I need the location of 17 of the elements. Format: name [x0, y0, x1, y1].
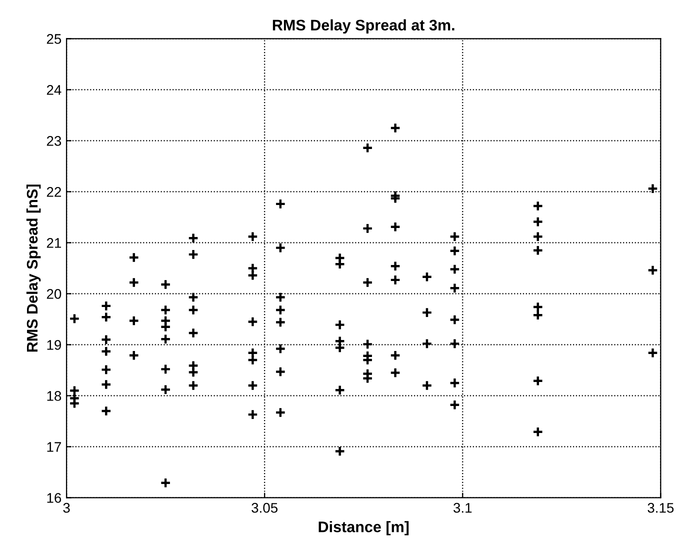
- y-tick-label: 18: [47, 391, 62, 401]
- y-tick-label: 24: [46, 85, 62, 95]
- x-axis-title: Distance [m]: [318, 521, 409, 536]
- y-tick-label: 20: [46, 289, 62, 299]
- y-tick-label: 22: [46, 187, 61, 197]
- y-tick-label: 23: [46, 136, 62, 146]
- chart-title: RMS Delay Spread at 3m.: [272, 19, 454, 34]
- y-tick-label: 19: [47, 340, 62, 350]
- x-tick-label: 3.05: [252, 502, 278, 513]
- y-tick-label: 17: [47, 442, 61, 452]
- y-tick-label: 16: [47, 493, 62, 503]
- y-tick-label: 25: [46, 34, 62, 44]
- x-tick-label: 3: [63, 502, 70, 513]
- x-tick-label: 3.1: [454, 502, 472, 513]
- x-tick-label: 3.15: [648, 502, 674, 513]
- y-axis-title: RMS Delay Spread [nS]: [26, 184, 41, 352]
- y-tick-label: 21: [46, 238, 62, 248]
